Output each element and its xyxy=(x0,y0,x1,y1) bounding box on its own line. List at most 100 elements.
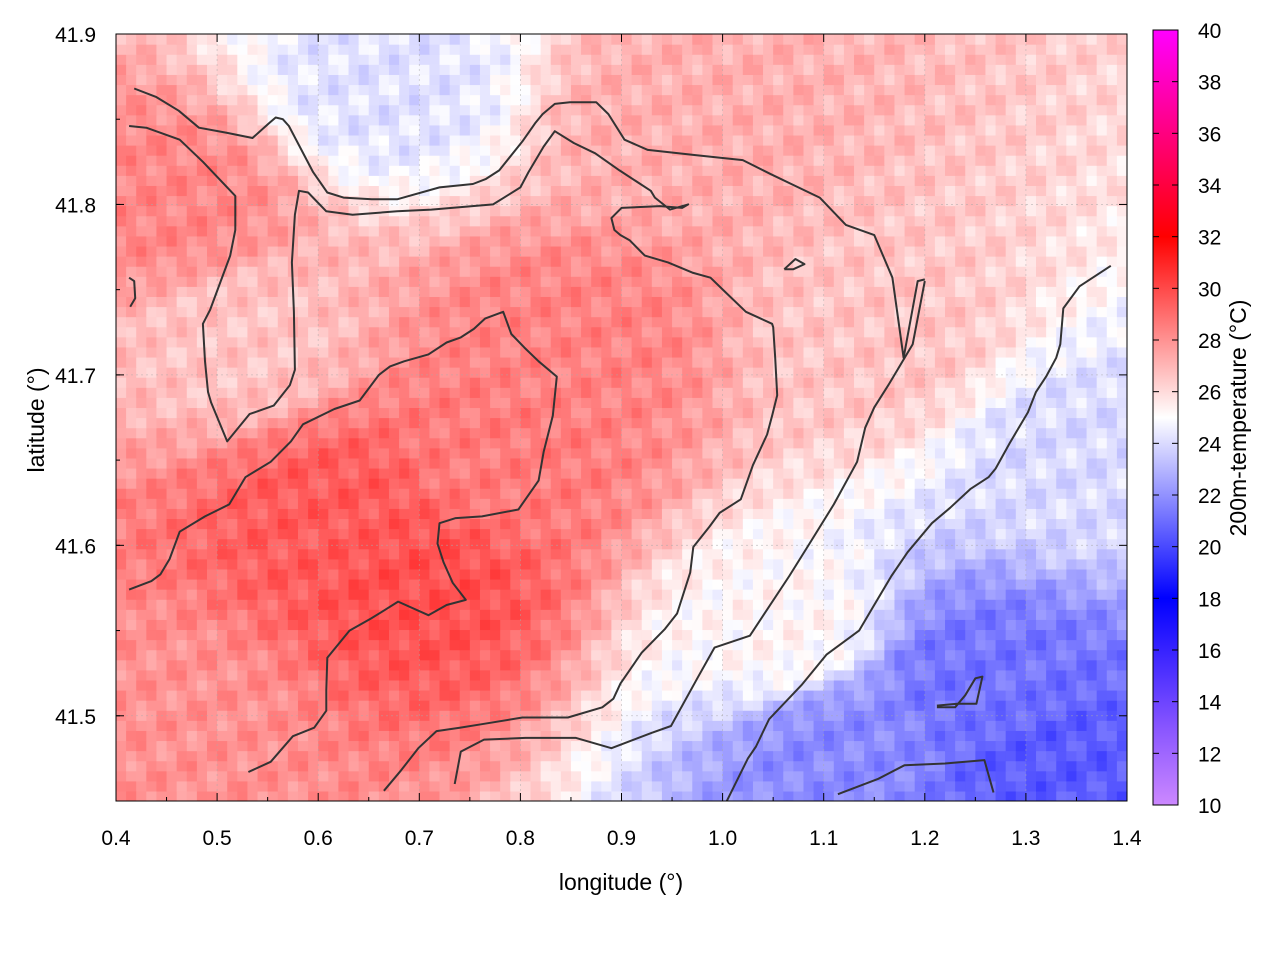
heat-cell xyxy=(904,367,916,378)
heat-cell xyxy=(813,629,825,641)
heat-cell xyxy=(611,316,623,328)
heat-cell xyxy=(267,518,279,530)
heat-cell xyxy=(419,346,431,358)
heat-cell xyxy=(479,387,491,398)
heat-cell xyxy=(621,750,633,762)
heat-cell xyxy=(277,669,289,681)
heat-cell xyxy=(1116,346,1127,358)
heat-cell xyxy=(116,669,127,681)
heat-cell xyxy=(1025,760,1037,772)
heat-cell xyxy=(1005,447,1017,459)
heat-cell xyxy=(186,397,198,409)
heat-cell xyxy=(945,397,956,409)
heat-cell xyxy=(570,750,582,762)
heat-cell xyxy=(287,336,299,348)
heat-cell xyxy=(459,689,471,701)
heat-cell xyxy=(904,427,916,439)
heat-cell xyxy=(611,679,623,691)
heat-cell xyxy=(490,498,501,509)
heat-cell xyxy=(1015,427,1027,439)
heat-cell xyxy=(955,679,966,691)
heat-cell xyxy=(348,457,360,469)
heat-cell xyxy=(196,649,208,661)
heat-cell xyxy=(439,700,451,711)
heat-cell xyxy=(116,346,127,358)
heat-cell xyxy=(651,740,663,752)
heat-cell xyxy=(378,689,390,701)
heat-cell xyxy=(510,427,521,439)
heat-cell xyxy=(1025,720,1037,731)
heat-cell xyxy=(308,740,319,752)
heat-cell xyxy=(267,790,279,801)
heat-cell xyxy=(267,669,279,681)
heat-cell xyxy=(116,478,127,489)
heat-cell xyxy=(206,447,218,459)
heat-cell xyxy=(712,538,724,550)
heat-cell xyxy=(995,750,1007,762)
heat-cell xyxy=(995,730,1007,742)
heat-cell xyxy=(429,750,441,762)
heat-cell xyxy=(550,467,562,479)
heat-cell xyxy=(116,316,127,328)
heat-cell xyxy=(813,326,825,338)
heat-cell xyxy=(156,316,168,328)
heat-cell xyxy=(904,589,916,600)
heat-cell xyxy=(763,478,774,489)
heat-cell xyxy=(651,548,663,560)
heat-cell xyxy=(1015,639,1027,651)
heat-cell xyxy=(651,700,663,711)
heat-cell xyxy=(186,548,198,560)
heat-cell xyxy=(682,407,693,419)
heat-cell xyxy=(934,750,946,762)
heat-cell xyxy=(783,649,794,661)
heat-cell xyxy=(1116,387,1127,398)
heat-cell xyxy=(641,558,653,570)
heat-cell xyxy=(1005,599,1017,610)
heat-cell xyxy=(469,689,481,701)
heat-cell xyxy=(1015,437,1027,449)
heat-cell xyxy=(611,478,623,489)
heat-cell xyxy=(955,780,966,792)
heat-cell xyxy=(479,669,491,681)
heat-cell xyxy=(732,619,744,631)
heat-cell xyxy=(803,528,815,540)
heat-cell xyxy=(1086,790,1098,801)
heat-cell xyxy=(176,326,188,338)
heat-cell xyxy=(621,609,633,620)
heat-cell xyxy=(550,447,562,459)
heat-cell xyxy=(560,447,572,459)
heat-cell xyxy=(146,457,158,469)
heat-cell xyxy=(833,427,845,439)
heat-cell xyxy=(955,316,966,328)
heat-cell xyxy=(591,730,602,742)
heat-cell xyxy=(196,316,208,328)
heat-cell xyxy=(945,589,956,600)
heat-cell xyxy=(419,538,431,550)
heat-cell xyxy=(1036,669,1047,681)
heat-cell xyxy=(459,427,471,439)
heat-cell xyxy=(1015,689,1027,701)
heat-cell xyxy=(227,679,238,691)
heat-cell xyxy=(722,518,734,530)
heat-cell xyxy=(358,730,370,742)
heat-cell xyxy=(338,397,350,409)
heat-cell xyxy=(206,720,218,731)
heat-cell xyxy=(490,710,501,721)
heat-cell xyxy=(490,457,501,469)
heat-cell xyxy=(955,356,966,368)
heat-cell xyxy=(388,518,400,530)
heat-cell xyxy=(591,780,602,792)
heat-cell xyxy=(1106,377,1118,388)
heat-cell xyxy=(904,568,916,580)
heat-cell xyxy=(783,528,794,540)
heat-cell xyxy=(287,387,299,398)
heat-cell xyxy=(166,346,178,358)
heat-cell xyxy=(601,467,612,479)
heat-cell xyxy=(378,649,390,661)
heat-cell xyxy=(510,488,521,499)
heat-cell xyxy=(601,316,612,328)
heat-cell xyxy=(904,578,916,590)
heat-cell xyxy=(449,478,461,489)
heat-cell xyxy=(732,659,744,671)
heat-cell xyxy=(894,306,906,318)
